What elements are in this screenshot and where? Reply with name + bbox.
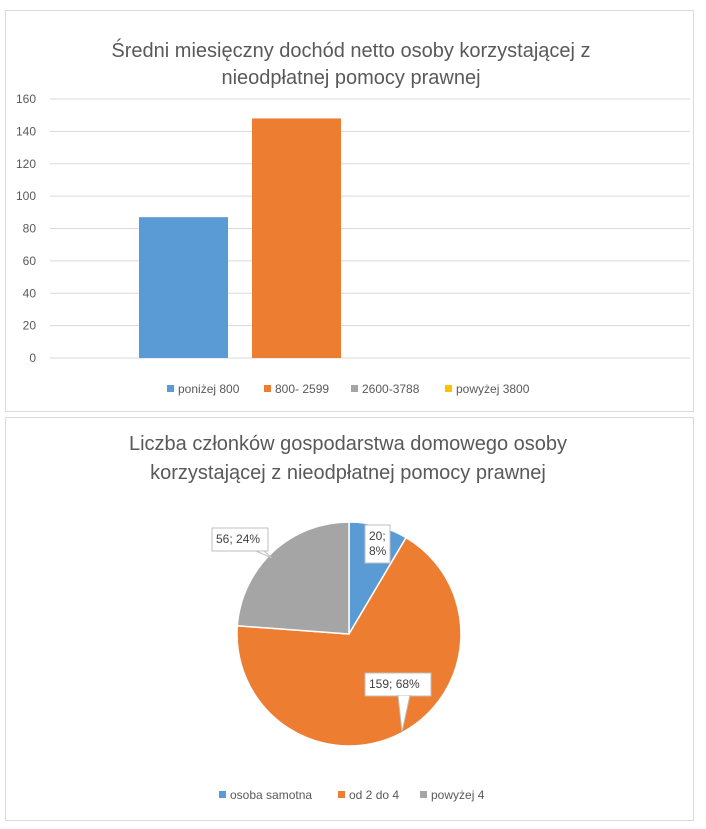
- data-label: 56; 24%: [211, 527, 273, 559]
- data-label-pointer: [255, 550, 273, 559]
- y-tick-label: 40: [23, 286, 37, 300]
- legend-swatch: [219, 791, 226, 798]
- legend-label: 800- 2599: [275, 382, 329, 396]
- legend-swatch: [351, 385, 358, 392]
- data-label-fill: [213, 529, 267, 550]
- y-tick-label: 20: [23, 319, 37, 333]
- y-tick-label: 160: [16, 92, 36, 106]
- legend-swatch: [264, 385, 271, 392]
- y-tick-label: 100: [16, 189, 36, 203]
- legend-swatch: [338, 791, 345, 798]
- legend-swatch: [445, 385, 452, 392]
- pie-chart-title-line-1: Liczba członków gospodarstwa domowego os…: [129, 433, 567, 455]
- pie-chart-panel: Liczba członków gospodarstwa domowego os…: [5, 417, 694, 821]
- data-label-text: 20;: [369, 529, 386, 543]
- legend-swatch: [420, 791, 427, 798]
- legend-label: osoba samotna: [230, 788, 312, 802]
- data-label-box: [364, 524, 391, 564]
- bar: [139, 217, 228, 358]
- y-tick-label: 80: [23, 222, 37, 236]
- bar-chart-title-line-1: Średni miesięczny dochód netto osoby kor…: [111, 38, 590, 62]
- y-tick-label: 60: [23, 254, 37, 268]
- pie-slice: [236, 521, 350, 635]
- bar: [252, 118, 341, 358]
- y-tick-label: 0: [29, 351, 36, 365]
- bar-chart-panel: Średni miesięczny dochód netto osoby kor…: [5, 10, 694, 412]
- bar-chart: Średni miesięczny dochód netto osoby kor…: [16, 38, 690, 396]
- pie-chart: Liczba członków gospodarstwa domowego os…: [129, 433, 567, 802]
- data-label-text: 159; 68%: [369, 677, 420, 691]
- pie-chart-title-line-2: korzystającej z nieodpłatnej pomocy praw…: [150, 462, 546, 484]
- legend-label: powyżej 4: [431, 788, 485, 802]
- data-label: 159; 68%: [364, 672, 432, 733]
- legend-swatch: [167, 385, 174, 392]
- data-label-fill: [366, 674, 430, 695]
- y-tick-label: 140: [16, 124, 36, 138]
- data-label: 20;8%: [364, 524, 391, 564]
- data-label-text: 8%: [369, 544, 387, 558]
- data-label-text: 56; 24%: [216, 532, 260, 546]
- y-tick-label: 120: [16, 157, 36, 171]
- legend-label: powyżej 3800: [456, 382, 530, 396]
- legend-label: od 2 do 4: [349, 788, 399, 802]
- legend-label: 2600-3788: [362, 382, 420, 396]
- bar-chart-title-line-2: nieodpłatnej pomocy prawnej: [221, 67, 480, 89]
- legend-label: poniżej 800: [178, 382, 240, 396]
